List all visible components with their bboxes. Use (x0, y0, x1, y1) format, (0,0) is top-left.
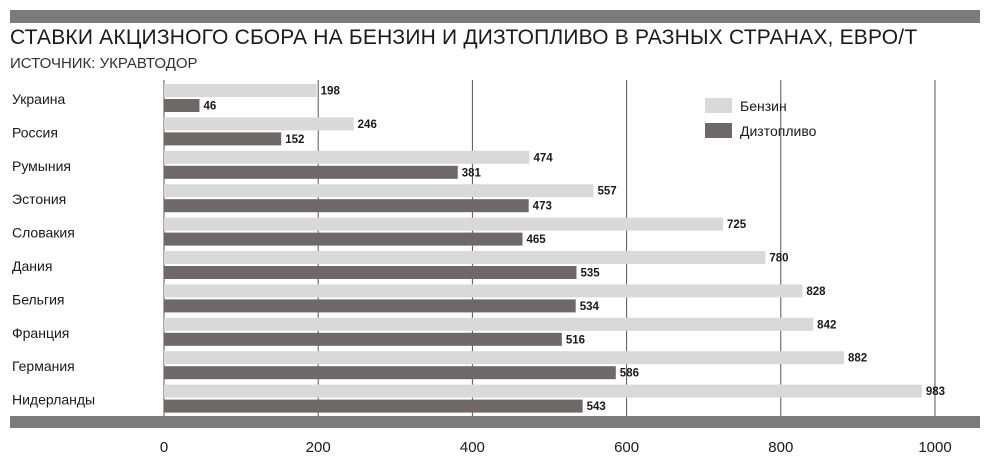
value-label-diesel: 543 (587, 401, 606, 413)
value-label-diesel: 381 (462, 167, 482, 179)
chart-source: ИСТОЧНИК: УКРАВТОДОР (10, 55, 198, 72)
category-label: Украина (12, 91, 66, 107)
value-label-petrol: 882 (848, 353, 867, 365)
category-label: Бельгия (12, 291, 64, 307)
bar-diesel (164, 232, 523, 246)
x-tick-label: 200 (306, 439, 331, 456)
value-label-diesel: 516 (566, 334, 585, 346)
category-label: Россия (12, 124, 58, 140)
value-label-petrol: 557 (597, 186, 616, 198)
bar-petrol (164, 84, 317, 97)
value-label-diesel: 46 (203, 101, 216, 113)
x-tick-label: 800 (768, 439, 793, 456)
category-label: Румыния (12, 158, 71, 174)
bar-diesel (164, 199, 529, 213)
value-label-diesel: 152 (285, 134, 304, 146)
value-label-petrol: 983 (926, 386, 945, 398)
value-label-diesel: 586 (620, 368, 639, 380)
value-label-petrol: 780 (769, 253, 788, 265)
bar-petrol (164, 351, 845, 365)
value-label-petrol: 474 (533, 152, 553, 164)
category-label: Франция (12, 325, 69, 341)
value-label-diesel: 534 (580, 301, 600, 313)
bar-petrol (164, 184, 594, 198)
chart-title: СТАВКИ АКЦИЗНОГО СБОРА НА БЕНЗИН И ДИЗТО… (10, 26, 918, 49)
bar-petrol (164, 284, 803, 298)
legend-label-diesel: Дизтопливо (740, 123, 817, 139)
x-tick-label: 0 (160, 439, 168, 456)
value-label-petrol: 842 (817, 319, 836, 331)
category-label: Нидерланды (12, 392, 95, 408)
x-tick-label: 600 (614, 439, 639, 456)
category-label: Эстония (12, 191, 66, 207)
x-axis-band (10, 416, 980, 428)
bar-petrol (164, 251, 766, 264)
bar-petrol (164, 317, 814, 331)
bar-diesel (164, 266, 577, 279)
value-label-petrol: 828 (806, 286, 826, 298)
bar-petrol (164, 384, 922, 398)
bar-petrol (164, 150, 530, 164)
value-label-petrol: 725 (727, 219, 747, 231)
value-label-petrol: 246 (358, 119, 377, 131)
x-tick-label: 400 (460, 439, 485, 456)
bar-diesel (164, 299, 576, 313)
category-label: Дания (12, 258, 52, 274)
bar-diesel (164, 99, 200, 112)
category-label: Словакия (12, 225, 75, 241)
value-label-diesel: 535 (580, 268, 600, 280)
legend-label-petrol: Бензин (740, 98, 787, 114)
bar-petrol (164, 217, 723, 231)
bar-diesel (164, 132, 282, 146)
bar-petrol (164, 117, 354, 131)
bar-diesel (164, 165, 458, 179)
top-rule (10, 10, 980, 23)
value-label-diesel: 465 (527, 234, 547, 246)
value-label-petrol: 198 (321, 86, 341, 98)
legend-swatch-diesel (705, 123, 732, 138)
bar-diesel (164, 366, 616, 380)
legend-swatch-petrol (705, 98, 732, 113)
value-label-diesel: 473 (533, 201, 552, 213)
bar-diesel (164, 332, 562, 346)
category-label: Германия (12, 358, 75, 374)
bar-diesel (164, 399, 583, 413)
x-tick-label: 1000 (918, 439, 951, 456)
